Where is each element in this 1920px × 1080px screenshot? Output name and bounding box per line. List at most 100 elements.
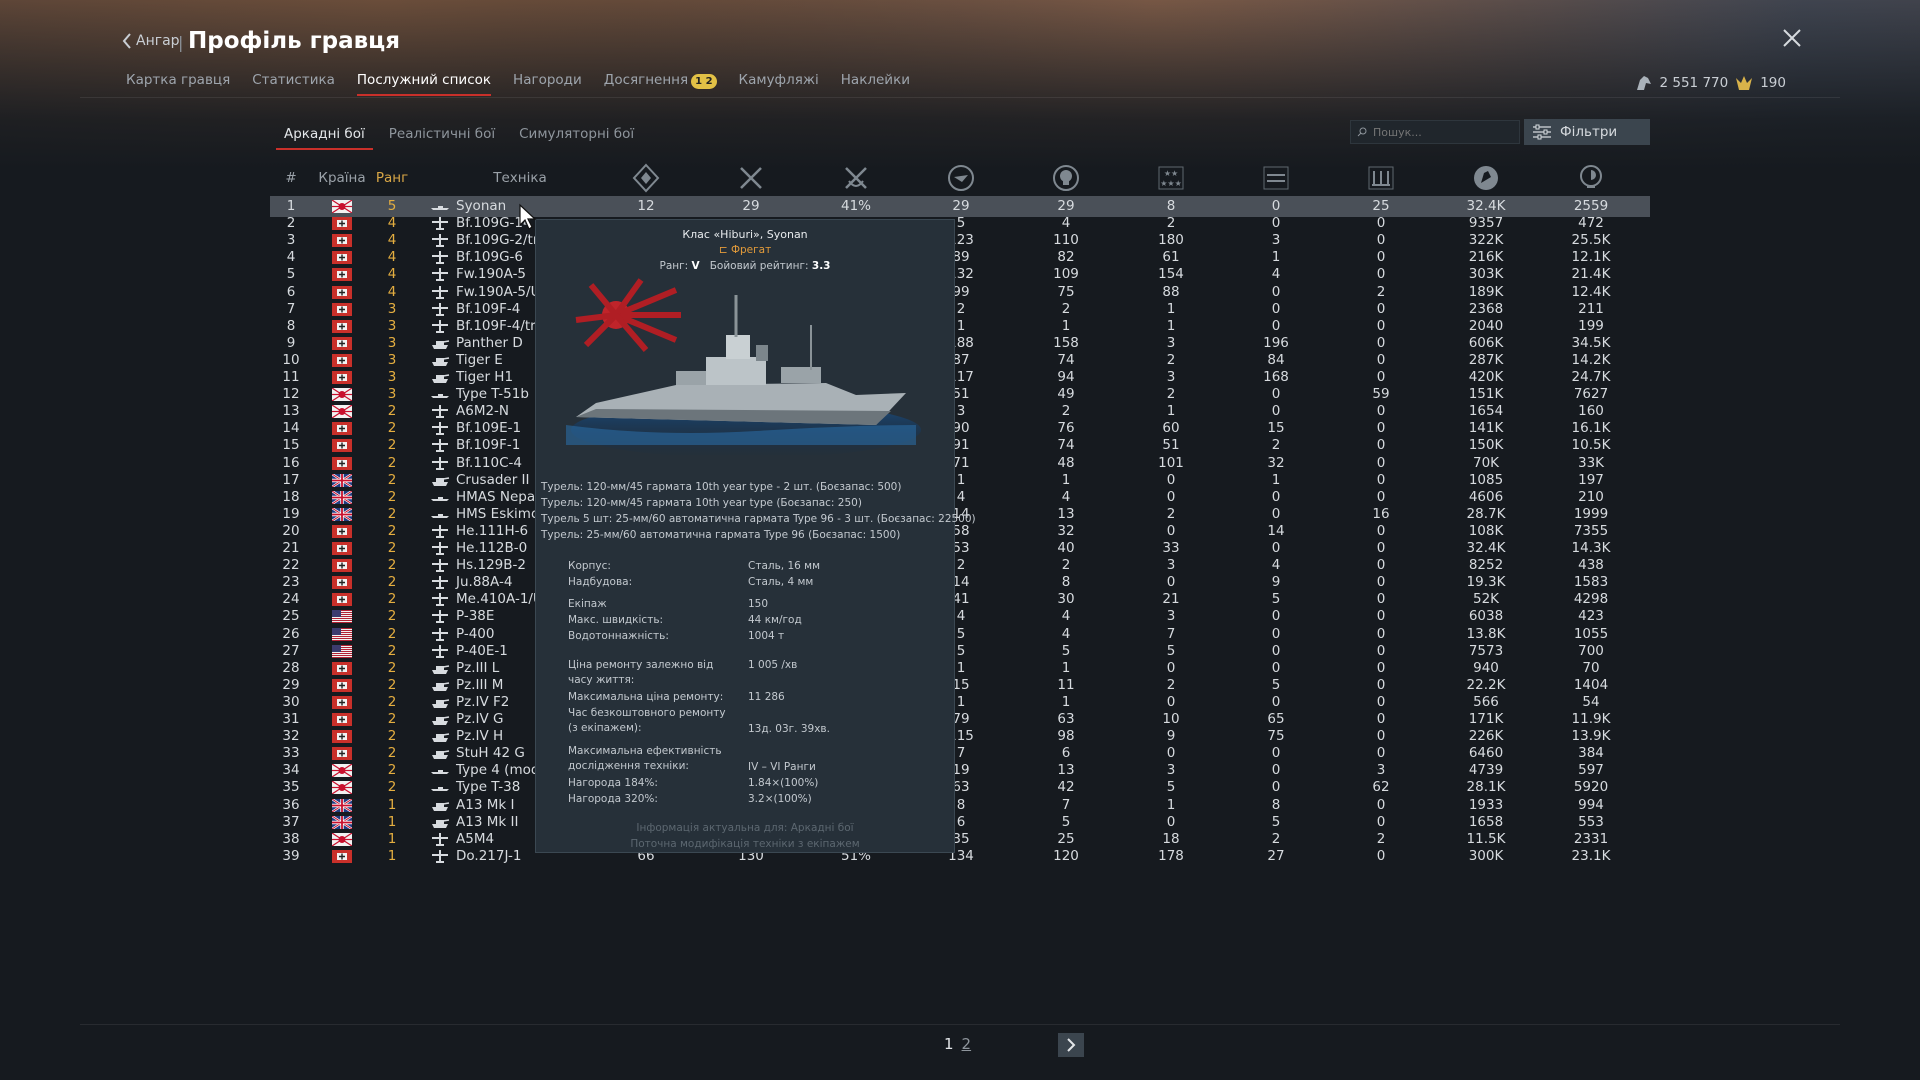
search-input[interactable] [1371,124,1515,140]
table-row[interactable]: 29 2 Pz.III M 15 11 2 5 0 22.2K 1404 [270,675,1650,696]
row-rank: 3 [387,334,397,351]
row-kills: 1 [1061,659,1071,676]
row-kills: 30 [1057,591,1075,608]
row-kills: 8 [1061,574,1071,591]
page-2[interactable]: 2 [961,1035,972,1053]
uk-flag-icon [332,507,352,521]
ground-kills-icon[interactable] [1258,160,1294,196]
tab-camouflages[interactable]: Камуфляжі [738,72,819,88]
table-row[interactable]: 18 2 HMAS Nepal 4 4 0 0 0 4606 210 [270,487,1650,508]
row-research-points: 7355 [1573,522,1609,539]
close-icon[interactable] [1780,26,1804,50]
table-row[interactable]: 17 2 Crusader II 1 1 0 1 0 1085 197 [270,470,1650,491]
tank-icon [432,801,450,811]
row-number: 16 [282,454,300,471]
row-naval-kills: 0 [1376,676,1386,693]
row-rank: 1 [387,847,397,864]
win-rate-icon[interactable] [838,160,874,196]
filters-button[interactable]: Фільтри [1524,119,1650,145]
plane-icon [432,593,448,607]
table-row[interactable]: 10 3 Tiger E 87 74 2 84 0 287K 14.2K [270,350,1650,371]
table-row[interactable]: 28 2 Pz.III L 1 1 0 0 0 940 70 [270,658,1650,679]
uk-flag-icon [332,798,352,812]
page-1[interactable]: 1 [944,1035,954,1053]
table-row[interactable]: 22 2 Hs.129B-2 2 2 3 4 0 8252 438 [270,555,1650,576]
kills-icon[interactable] [1048,160,1084,196]
row-air-kills: 3 [1166,334,1176,351]
header-country[interactable]: Країна [318,170,366,186]
row-ground-kills: 0 [1271,283,1281,300]
tab-decals[interactable]: Наклейки [840,72,910,88]
tab-realistic[interactable]: Реалістичні бої [388,126,496,142]
table-row[interactable]: 24 2 Me.410A-1/U 41 30 21 5 0 52K 4298 [270,589,1650,610]
table-row[interactable]: 12 3 Type T-51b 51 49 2 0 59 151K 7627 [270,384,1650,405]
table-row[interactable]: 20 2 He.111H-6 58 32 0 14 0 108K 7355 [270,521,1650,542]
row-kills: 48 [1057,454,1075,471]
table-row[interactable]: 1 5 Syonan 12 29 41% 29 29 8 0 25 32.4K 2559 [270,196,1650,217]
row-victories: 29 [742,198,760,214]
tab-simulator[interactable]: Симуляторні бої [519,126,635,142]
table-row[interactable]: 21 2 He.112B-0 53 40 33 0 0 32.4K 14.3K [270,538,1650,559]
victories-icon[interactable] [733,160,769,196]
row-ground-kills: 15 [1267,420,1285,437]
table-row[interactable]: 23 2 Ju.88A-4 14 8 0 9 0 19.3K 1583 [270,572,1650,593]
row-silver-earned: 2040 [1468,317,1504,334]
row-number: 1 [286,198,296,214]
table-row[interactable]: 8 3 Bf.109F-4/trop 1 1 1 0 0 2040 199 [270,316,1650,337]
header-vehicle[interactable]: Техніка [493,170,547,186]
table-row[interactable]: 30 2 Pz.IV F2 1 1 0 0 0 566 54 [270,692,1650,713]
row-rank: 2 [387,574,397,591]
row-ground-kills: 5 [1271,591,1281,608]
table-row[interactable]: 16 2 Bf.110C-4 71 48 101 32 0 70K 33K [270,453,1650,474]
tab-arcade[interactable]: Аркадні бої [276,126,373,150]
battles-icon[interactable] [628,160,664,196]
germany-flag-icon [332,524,352,538]
research-points-icon[interactable] [1573,160,1609,196]
respawns-icon[interactable] [943,160,979,196]
row-rank: 4 [387,249,397,266]
table-row[interactable]: 27 2 P-40E-1 5 5 5 0 0 7573 700 [270,641,1650,662]
table-row[interactable]: 25 2 P-38E 4 4 3 0 0 6038 423 [270,606,1650,627]
header-number[interactable]: # [285,170,297,186]
table-row[interactable]: 26 2 P-400 5 4 7 0 0 13.8K 1055 [270,624,1650,645]
silver-earned-icon[interactable] [1468,160,1504,196]
row-vehicle-name: A6M2-N [456,403,510,420]
row-respawns: 7 [956,745,966,762]
tab-player-card[interactable]: Картка гравця [126,72,231,88]
naval-kills-icon[interactable] [1363,160,1399,196]
next-page-button[interactable] [1058,1033,1084,1057]
row-air-kills: 0 [1166,659,1176,676]
row-air-kills: 0 [1166,745,1176,762]
back-to-hangar-link[interactable]: Ангар [122,33,180,49]
air-kills-icon[interactable]: ★★ ★★★ [1153,160,1189,196]
armament-line: Турель: 120-мм/45 гармата 10th year type… [541,497,862,509]
row-vehicle-name: A13 Mk I [456,796,515,813]
table-row[interactable]: 7 3 Bf.109F-4 2 2 1 0 0 2368 211 [270,299,1650,320]
table-row[interactable]: 31 2 Pz.IV G 79 63 10 65 0 171K 11.9K [270,709,1650,730]
row-vehicle-name: A5M4 [456,830,495,847]
tab-statistics[interactable]: Статистика [252,72,335,88]
table-row[interactable]: 11 3 Tiger H1 117 94 3 168 0 420K 24.7K [270,367,1650,388]
tab-achievements[interactable]: Досягнення 1 2 [604,72,717,95]
table-row[interactable]: 3 4 Bf.109G-2/trop 123 110 180 3 0 322K 25.5K [270,230,1650,251]
row-rank: 2 [387,659,397,676]
row-silver-earned: 940 [1473,659,1499,676]
row-silver-earned: 6460 [1468,745,1504,762]
row-vehicle-name: Pz.III M [456,676,504,693]
table-row[interactable]: 19 2 HMS Eskimo 14 13 2 0 16 28.7K 1999 [270,504,1650,525]
table-row[interactable]: 2 4 Bf.109G-14 5 4 2 0 0 9357 472 [270,213,1650,234]
vehicle-tooltip: Клас «Hiburi», Syonan ⊏ Фрегат Ранг: V Б… [535,219,976,853]
table-row[interactable]: 6 4 Fw.190A-5/U 99 75 88 0 2 189K 12.4K [270,282,1650,303]
table-row[interactable]: 4 4 Bf.109G-6 89 82 61 1 0 216K 12.1K [270,247,1650,268]
table-row[interactable]: 39 1 Do.217J-1 66 130 51% 134 120 178 27 0 300K 23.1… [270,846,1650,867]
row-number: 6 [286,283,296,300]
header-rank[interactable]: Ранг [375,170,409,186]
row-rank: 2 [387,728,397,745]
table-row[interactable]: 13 2 A6M2-N 3 2 1 0 0 1654 160 [270,401,1650,422]
tab-awards[interactable]: Нагороди [513,72,582,88]
tab-service-record[interactable]: Послужний список [356,72,492,96]
table-row[interactable]: 14 2 Bf.109E-1 90 76 60 15 0 141K 16.1K [270,418,1650,439]
row-kills: 94 [1057,369,1075,385]
frigate-icon: ⊏ [718,244,731,256]
table-row[interactable]: 15 2 Bf.109F-1 91 74 51 2 0 150K 10.5K [270,435,1650,456]
